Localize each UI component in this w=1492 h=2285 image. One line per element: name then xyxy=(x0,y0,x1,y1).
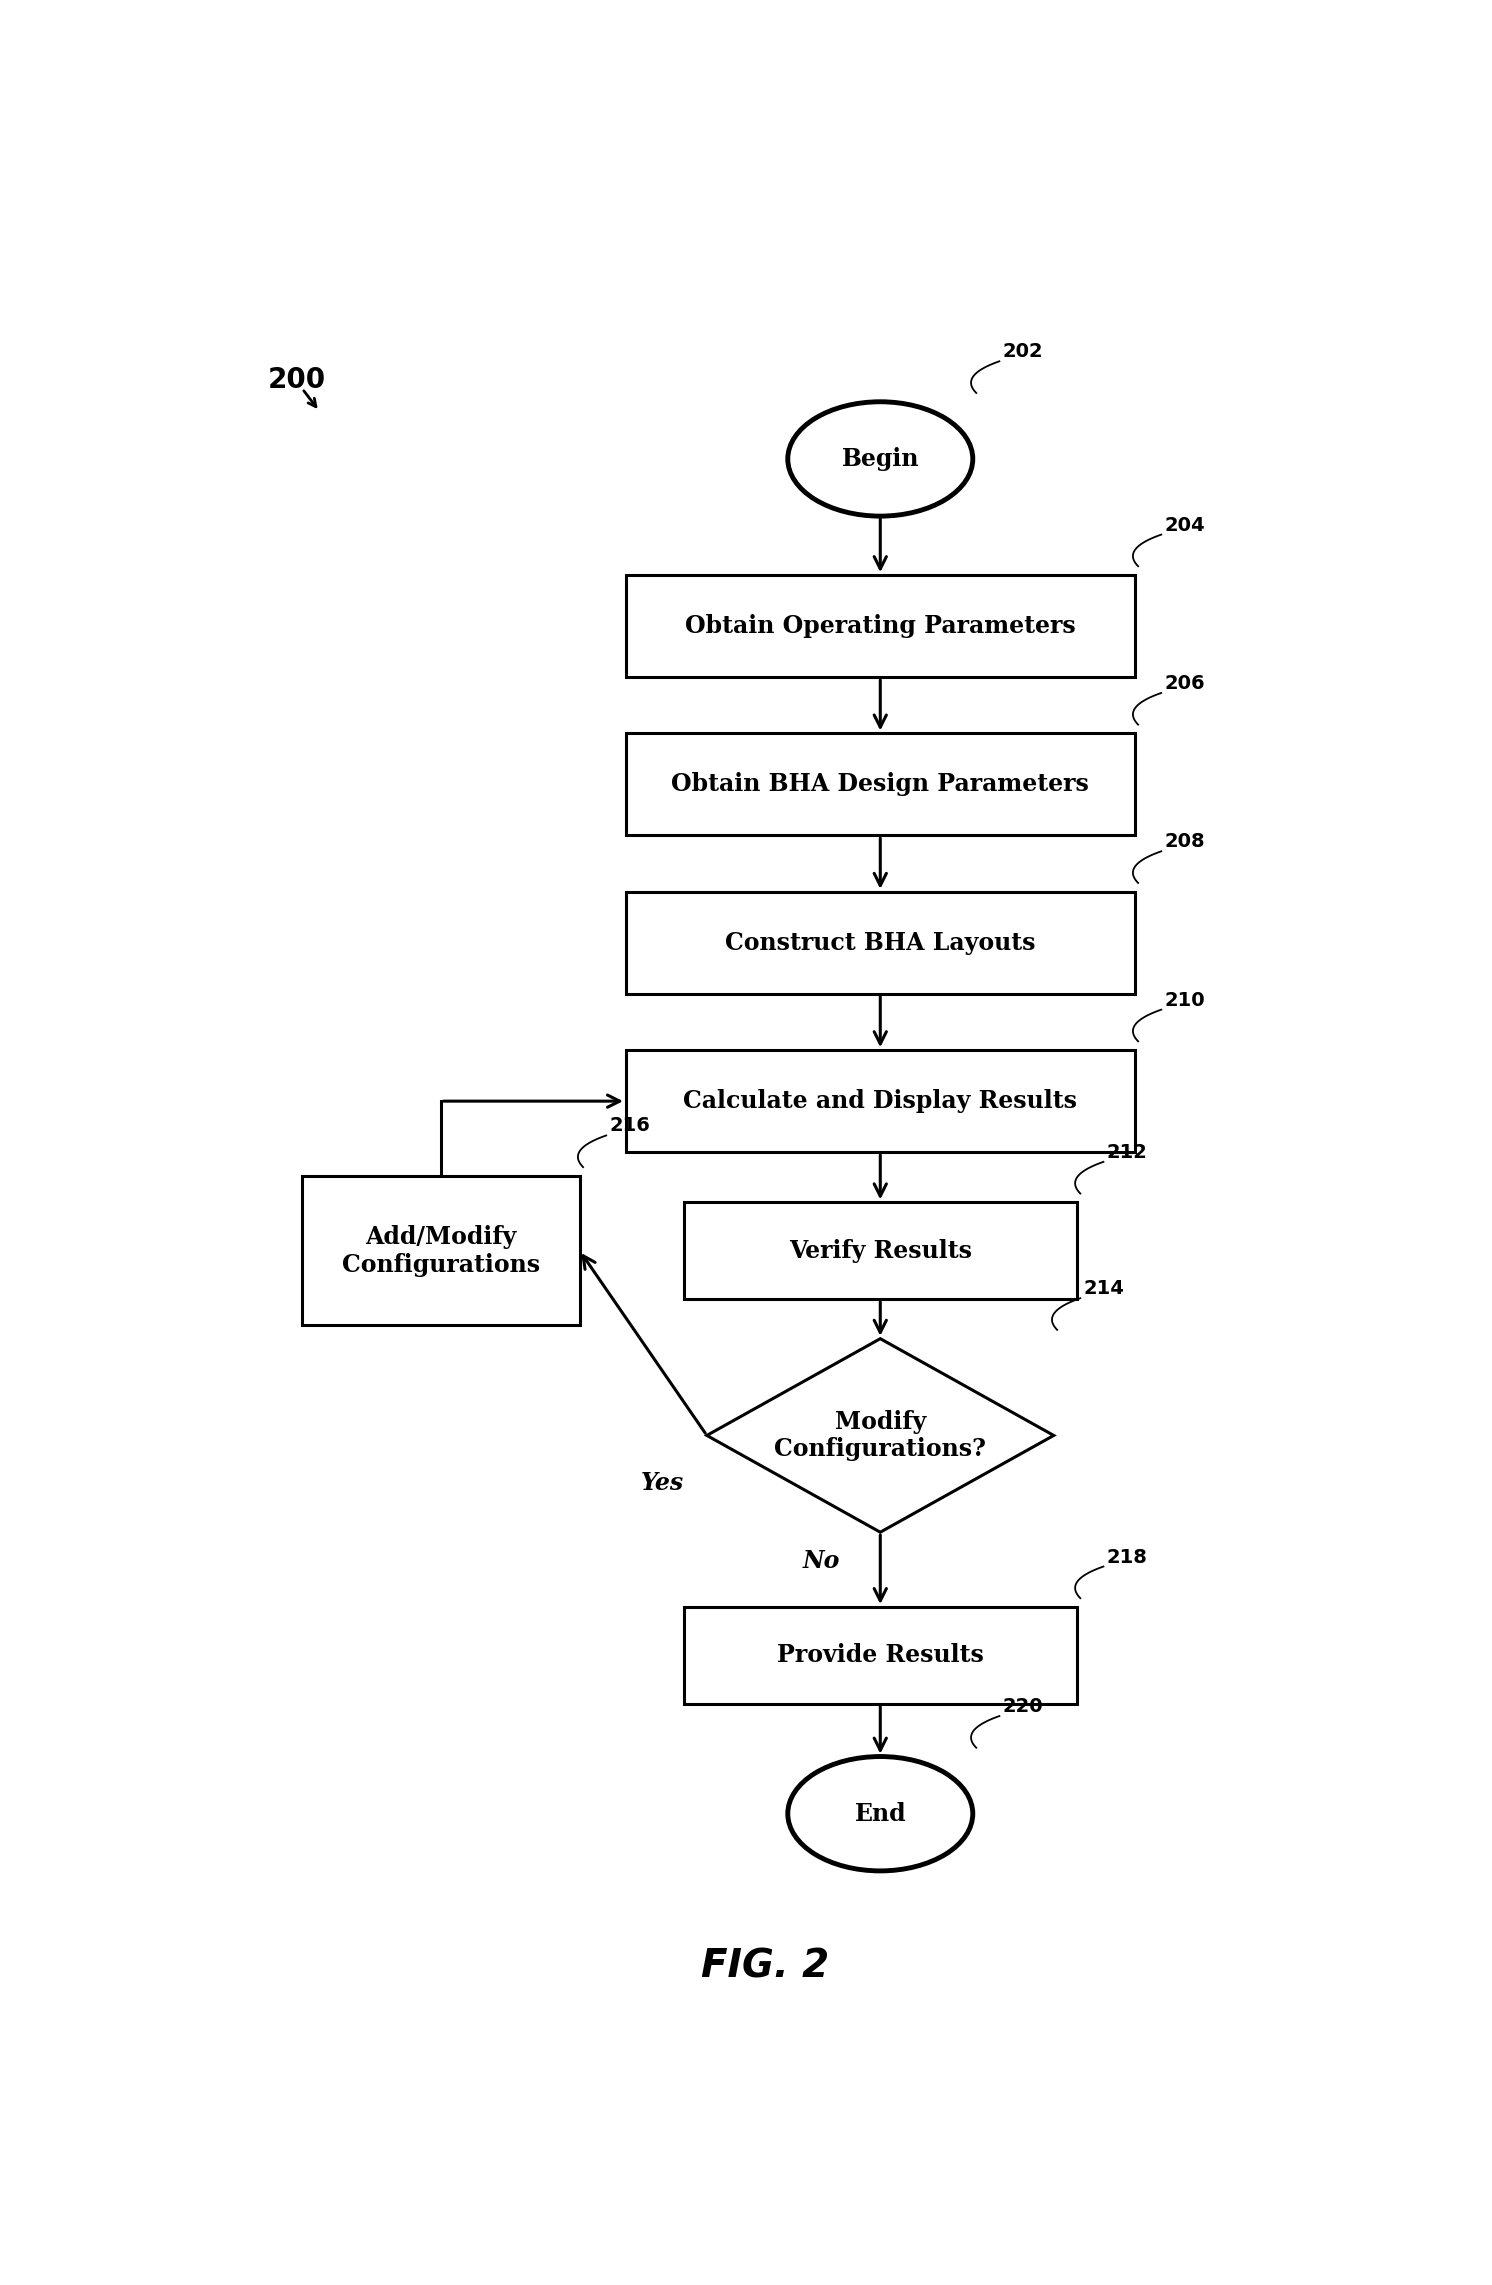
Text: Obtain Operating Parameters: Obtain Operating Parameters xyxy=(685,615,1076,638)
Text: Construct BHA Layouts: Construct BHA Layouts xyxy=(725,930,1035,955)
FancyBboxPatch shape xyxy=(683,1202,1077,1300)
FancyBboxPatch shape xyxy=(627,1051,1135,1152)
FancyBboxPatch shape xyxy=(301,1177,579,1325)
Text: 204: 204 xyxy=(1165,516,1206,535)
Text: Add/Modify
Configurations: Add/Modify Configurations xyxy=(342,1225,540,1277)
Text: 206: 206 xyxy=(1165,674,1206,692)
Polygon shape xyxy=(707,1339,1053,1533)
Text: End: End xyxy=(855,1801,906,1826)
Text: Verify Results: Verify Results xyxy=(789,1238,971,1264)
Text: Provide Results: Provide Results xyxy=(777,1643,983,1668)
Ellipse shape xyxy=(788,1757,973,1871)
Text: 218: 218 xyxy=(1107,1547,1147,1568)
Text: FIG. 2: FIG. 2 xyxy=(701,1947,828,1986)
Text: 220: 220 xyxy=(1003,1698,1043,1716)
Text: Begin: Begin xyxy=(841,448,919,471)
Ellipse shape xyxy=(788,402,973,516)
FancyBboxPatch shape xyxy=(627,733,1135,836)
FancyBboxPatch shape xyxy=(627,891,1135,994)
Text: 216: 216 xyxy=(610,1117,651,1136)
FancyBboxPatch shape xyxy=(627,576,1135,676)
Text: No: No xyxy=(803,1549,840,1572)
Text: Calculate and Display Results: Calculate and Display Results xyxy=(683,1090,1077,1113)
Text: 214: 214 xyxy=(1083,1280,1125,1298)
Text: Modify
Configurations?: Modify Configurations? xyxy=(774,1410,986,1462)
Text: 210: 210 xyxy=(1165,992,1206,1010)
Text: 208: 208 xyxy=(1165,832,1206,852)
Text: 202: 202 xyxy=(1003,343,1043,361)
Text: Yes: Yes xyxy=(640,1472,683,1494)
Text: Obtain BHA Design Parameters: Obtain BHA Design Parameters xyxy=(671,772,1089,797)
FancyBboxPatch shape xyxy=(683,1606,1077,1705)
Text: 200: 200 xyxy=(267,366,325,393)
Text: 212: 212 xyxy=(1107,1142,1147,1161)
